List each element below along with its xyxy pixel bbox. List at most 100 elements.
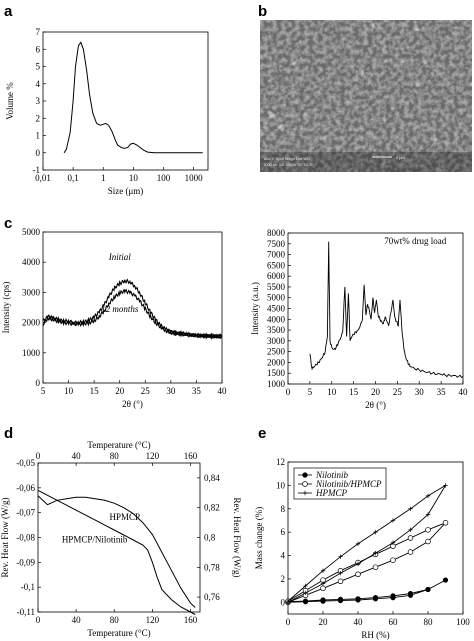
y-tick-label: -0,11	[17, 607, 35, 617]
y-tick-label: -0,09	[16, 557, 35, 567]
x-tick-label: 35	[192, 386, 202, 396]
y2-axis-label: Rev. Heat Flow (W/g)	[232, 498, 242, 578]
data-point	[302, 481, 308, 487]
data-point	[390, 518, 396, 523]
x-tick-label: 40	[218, 386, 228, 396]
data-point	[320, 585, 326, 592]
data-point	[355, 541, 361, 547]
x2-tick-label: 0	[36, 451, 41, 461]
y-tick-label: 7500	[267, 239, 286, 249]
data-point	[303, 590, 308, 596]
data-point	[302, 472, 308, 478]
y-tick-label: 4	[36, 79, 41, 89]
data-point	[425, 527, 431, 533]
data-point	[373, 529, 378, 535]
data-point	[337, 596, 344, 602]
x-tick-label: 5	[308, 387, 313, 397]
x-tick-label: 0,01	[35, 173, 51, 183]
data-point	[425, 538, 431, 545]
sem-scale-label: 5 μm	[396, 155, 406, 160]
data-point	[320, 581, 326, 586]
x-tick-label: 15	[90, 386, 100, 396]
y-tick-label: 0	[36, 378, 41, 388]
x-tick-label: 20	[371, 387, 381, 397]
x-tick-label: 0	[286, 617, 291, 627]
data-point	[372, 595, 379, 601]
x-axis-label: Temperature (°C)	[87, 628, 150, 638]
data-point	[355, 561, 361, 566]
x-axis-label: RH (%)	[361, 630, 389, 640]
y-tick-label: 8000	[267, 228, 286, 238]
x-tick-label: 25	[141, 386, 151, 396]
data-point	[425, 493, 431, 499]
x-tick-label: 40	[72, 615, 82, 625]
plot-frame	[42, 31, 209, 171]
y-tick-label: 4	[281, 551, 286, 561]
legend-label: HPMCP	[315, 488, 347, 498]
data-point	[425, 512, 431, 517]
y-tick-label: 10	[276, 480, 286, 490]
data-point	[443, 483, 448, 488]
dsc-curve-hpmcp-nilotinib	[37, 489, 196, 615]
sem-caption-line2: 2.00 kV 3.0 2000x SE 10.0	[264, 162, 312, 167]
annotation-12-months: 12 months	[101, 304, 139, 314]
y-tick-label: 2500	[267, 347, 286, 357]
y-tick-label: 2000	[267, 357, 286, 367]
data-point	[355, 571, 361, 577]
x-tick-label: 15	[349, 387, 359, 397]
data-point	[302, 598, 309, 604]
chart-d: 0 40 80 120 160 -0,11 -0,1 -0,09 -0,08 -0,07 -0,06…	[0, 440, 242, 638]
chart-e: 0 20 40 60 80 100 0 2 4 6 8 10 12 RH (%) Mass change (…	[254, 457, 470, 640]
annotation-hpmcp-nilotinib: HPMCP/Nilotinib	[62, 534, 128, 544]
x-tick-label: 40	[459, 387, 469, 397]
x2-axis-label: Temperature (°C)	[87, 440, 150, 450]
data-point	[372, 564, 379, 570]
x-tick-label: 30	[415, 387, 425, 397]
data-point	[407, 549, 414, 555]
data-point	[408, 527, 413, 533]
data-point	[320, 597, 326, 603]
y-tick-label: -0,1	[21, 582, 35, 592]
y-tick-label: -0,08	[16, 533, 35, 543]
y-tick-label: 1500	[267, 368, 286, 378]
x-axis-label: Size (μm)	[108, 186, 144, 196]
x-axis-label: 2θ (°)	[122, 399, 143, 409]
panel-letter-a: a	[4, 3, 13, 20]
x-tick-label: 1	[101, 173, 106, 183]
y-tick-label: 3000	[267, 336, 286, 346]
y-tick-label: 8	[281, 504, 286, 514]
sem-caption-line1: Acc.V Spot Magn Det WD	[264, 156, 310, 161]
y2-tick-label: 0,78	[204, 562, 220, 572]
annotation-hpmcp: HPMCP	[109, 512, 140, 522]
x-tick-label: 100	[456, 617, 470, 627]
x-tick-label: 35	[437, 387, 447, 397]
legend-box	[293, 467, 387, 500]
data-point	[407, 590, 414, 597]
y-axis-label: Rev. Heat Flow (W/g)	[0, 498, 10, 578]
x-tick-label: 60	[389, 617, 399, 627]
x2-tick-label: 40	[72, 451, 82, 461]
x-tick-label: 80	[424, 617, 434, 627]
y-tick-label: 12	[276, 457, 285, 467]
y-tick-label: 7	[36, 27, 41, 37]
x-tick-label: 0	[286, 387, 291, 397]
y-axis-label: Intensity (a.u.)	[250, 282, 260, 335]
data-point	[442, 577, 449, 583]
y-axis-label: Volume %	[5, 82, 15, 120]
y-tick-label: -0,07	[16, 508, 35, 518]
x-tick-label: 20	[319, 617, 329, 627]
plot-frame	[42, 231, 223, 384]
data-point	[338, 554, 343, 559]
data-point	[320, 568, 326, 573]
data-point	[338, 570, 343, 576]
y-tick-label: 3000	[22, 287, 41, 297]
x-tick-label: 30	[166, 386, 176, 396]
y-tick-label: -0,06	[16, 483, 35, 493]
data-point	[337, 578, 344, 585]
x-tick-label: 10	[129, 173, 139, 183]
plot-frame	[287, 461, 464, 615]
x-tick-label: 160	[184, 615, 198, 625]
